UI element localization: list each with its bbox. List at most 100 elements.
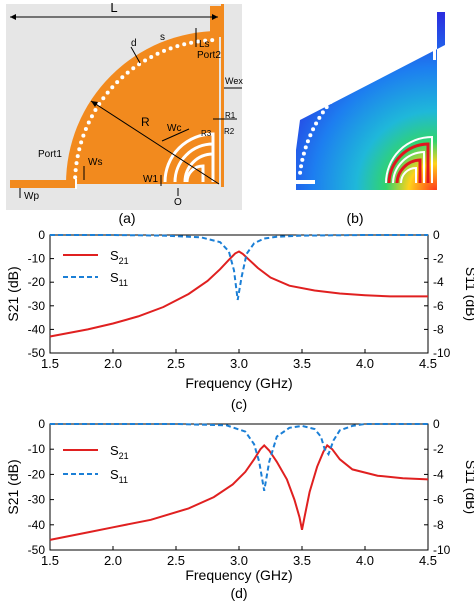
chart-c-ytick-right-label: -8 [433, 322, 444, 336]
field-distribution [296, 12, 445, 190]
chart-c-ytick-right-label: -2 [433, 252, 444, 266]
label-Wp: Wp [24, 191, 39, 202]
chart-d-ytick-left-label: -50 [28, 543, 46, 557]
via-hole [203, 38, 208, 43]
field-via-hole [357, 73, 362, 78]
label-Wc: Wc [167, 123, 181, 134]
slot-ring-inner [183, 152, 215, 183]
chart-c-xtick-label: 2.5 [167, 356, 185, 371]
field-via-hole [298, 170, 303, 175]
chart-c-ytick-left-label: -50 [28, 346, 46, 360]
chart-c-ytick-right-label: -6 [433, 299, 444, 313]
field-slot-outer-red [387, 142, 430, 184]
field-via-hole [352, 77, 357, 82]
chart-c-ytick-left-label: 0 [38, 228, 45, 242]
chart-d-xtick-label: 3.5 [293, 553, 311, 568]
field-via-hole [404, 53, 409, 58]
panel-a-layout: L s d Ls Port2 Wex R Wc R1 R2 R3 Port1 W… [6, 0, 243, 226]
chart-d-xtick-label: 2.5 [167, 553, 185, 568]
field-via-hole [417, 51, 422, 56]
chart-c-ylabel-left: S21 (dB) [5, 266, 21, 321]
chart-d-series-s11 [50, 423, 428, 491]
field-via-hole [411, 52, 416, 57]
chart-c: 1.5 2.0 2.5 3.0 3.5 4.0 4.5 0 -10 -20 -30 -40 -50 0 -2… [5, 228, 474, 412]
dim-arrow-R [91, 101, 98, 107]
field-via-hole [328, 100, 333, 105]
field-slot-inner-red [395, 158, 422, 184]
via-hole [196, 39, 201, 44]
via-hole [81, 133, 86, 138]
port2-feed [210, 6, 221, 37]
chart-c-ytick-left-label: -10 [28, 252, 46, 266]
label-s: s [160, 32, 165, 43]
label-Ls: Ls [199, 39, 210, 50]
chart-d-series-s21 [49, 443, 429, 541]
via-hole [137, 62, 142, 67]
chart-c-xlabel: Frequency (GHz) [185, 375, 292, 391]
via-hole [73, 175, 78, 180]
chart-d-xtick-label: 4.5 [419, 553, 437, 568]
via-hole [79, 140, 84, 145]
chart-d-ylabel-right: S11 (dB) [463, 460, 474, 514]
field-via-hole [305, 139, 310, 144]
chart-c-xtick-label: 3.0 [230, 356, 248, 371]
via-hole [162, 48, 167, 53]
chart-d-ytick-left-label: -20 [28, 467, 46, 481]
field-port1-feed [265, 180, 315, 184]
caption-a: (a) [118, 210, 135, 226]
field-via-hole [314, 121, 319, 126]
chart-c-xtick-label: 1.5 [41, 356, 59, 371]
caption-d: (d) [230, 585, 247, 601]
chart-d-ytick-right-label: 0 [433, 417, 440, 431]
chart-c-ytick-left-label: -40 [28, 322, 46, 336]
chart-c-ytick-left-label: -30 [28, 299, 46, 313]
label-R2: R2 [224, 127, 235, 136]
chart-c-ytick-left-label: -20 [28, 275, 46, 289]
dim-line-d [130, 46, 141, 64]
chart-d-ytick-right-label: -10 [433, 543, 451, 557]
via-hole [73, 168, 78, 173]
field-via-hole [317, 115, 322, 120]
label-W1: W1 [143, 174, 158, 185]
chart-d-ytick-left-label: -30 [28, 493, 46, 507]
via-hole [110, 85, 115, 90]
via-hole [115, 80, 120, 85]
chart-d-ytick-left-label: -40 [28, 518, 46, 532]
via-hole [125, 70, 130, 75]
chart-c-xtick-label: 3.5 [293, 356, 311, 371]
chart-c-ytick-right-label: 0 [433, 228, 440, 242]
chart-d-ylabel-left: S21 (dB) [5, 459, 21, 514]
chart-d: 1.5 2.0 2.5 3.0 3.5 4.0 4.5 0 -10 -20 -30 -40 -50 0 -2… [5, 417, 474, 601]
via-hole [77, 147, 82, 152]
field-via-hole [374, 64, 379, 69]
chart-d-frame [49, 423, 429, 551]
caption-c: (c) [231, 396, 247, 412]
slot-ring-outer [163, 132, 215, 183]
field-via-holes [298, 51, 422, 175]
chart-d-ytick-right-label: -4 [433, 467, 444, 481]
label-O: O [174, 197, 182, 208]
chart-d-xlabel: Frequency (GHz) [185, 567, 292, 583]
via-hole [149, 54, 154, 59]
via-hole [97, 102, 102, 107]
chart-c-legend-s11: S11 [110, 270, 128, 288]
field-via-hole [386, 58, 391, 63]
field-via-hole [342, 85, 347, 90]
via-hole [189, 40, 194, 45]
field-via-hole [347, 81, 352, 86]
chart-c-xtick-label: 4.5 [419, 356, 437, 371]
chart-c-legend-s21: S21 [110, 248, 129, 266]
chart-d-ytick-left-label: -10 [28, 442, 46, 456]
field-via-hole [303, 145, 308, 150]
chart-d-legend-s11: S11 [110, 467, 128, 485]
field-slot-middle [392, 150, 425, 184]
field-via-hole [380, 61, 385, 66]
chart-c-xtick-label: 2.0 [104, 356, 122, 371]
panel-b-field-plot: (b) [265, 12, 445, 226]
chart-c-frame [49, 234, 429, 354]
field-via-hole [324, 105, 329, 110]
via-hole [83, 127, 88, 132]
field-via-hole [368, 67, 373, 72]
field-via-hole [320, 110, 325, 115]
chart-d-legend-s21: S21 [110, 443, 129, 461]
